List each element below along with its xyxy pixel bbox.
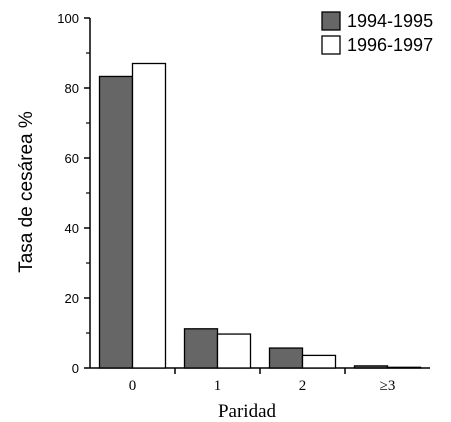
bar [353, 365, 389, 369]
bar [268, 347, 304, 369]
legend-label: 1996-1997 [347, 35, 433, 55]
y-tick-label: 80 [65, 81, 79, 96]
chart-legend: 1994-1995 1996-1997 [321, 11, 433, 55]
y-tick-label: 0 [72, 361, 79, 376]
legend-swatch [321, 11, 341, 31]
y-tick-labels: 0 20 40 60 80 100 [57, 11, 79, 376]
y-axis-label: Tasa de cesárea % [16, 111, 37, 273]
x-tick-labels: 0 1 2 ≥3 [129, 378, 396, 394]
x-tick-label: ≥3 [380, 378, 396, 394]
y-tick-label: 60 [65, 151, 79, 166]
legend-swatch [321, 35, 341, 55]
chart-bars [98, 62, 422, 369]
bar [131, 62, 167, 369]
legend-label: 1994-1995 [347, 11, 433, 31]
bar [216, 333, 252, 369]
x-tick-label: 1 [214, 378, 222, 394]
x-tick-label: 0 [129, 378, 137, 394]
y-tick-label: 100 [57, 11, 79, 26]
y-tick-label: 20 [65, 291, 79, 306]
bar [183, 328, 219, 369]
bar [301, 354, 337, 369]
bar [98, 75, 134, 369]
bar [386, 366, 422, 369]
x-tick-label: 2 [299, 378, 307, 394]
x-axis-label: Paridad [218, 401, 277, 422]
y-tick-label: 40 [65, 221, 79, 236]
